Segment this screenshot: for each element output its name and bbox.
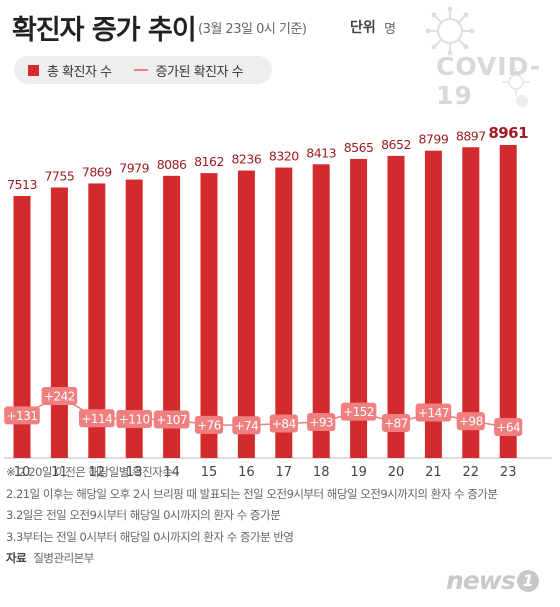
increase-label: +76 xyxy=(197,418,221,432)
x-tick-label: 20 xyxy=(388,465,405,480)
x-tick-label: 18 xyxy=(313,465,330,480)
x-tick-label: 19 xyxy=(350,465,367,480)
x-tick-label: 14 xyxy=(163,465,180,480)
increase-bubble xyxy=(269,414,298,433)
bar xyxy=(237,170,255,458)
bar-value-label: 8799 xyxy=(418,132,448,147)
legend-bar-swatch xyxy=(28,64,39,76)
footnote-line: 2.21일 이후는 해당일 오후 2시 브리핑 때 발표되는 전일 오전9시부터… xyxy=(6,486,498,501)
bar xyxy=(424,150,442,458)
bar-value-label: 8236 xyxy=(231,152,261,167)
bar-value-label: 8320 xyxy=(269,149,299,164)
x-tick-label: 10 xyxy=(14,465,31,480)
increase-bubble xyxy=(232,416,261,435)
bar-value-label: 7869 xyxy=(82,164,112,179)
bar-value-label: 7755 xyxy=(44,168,74,183)
bar xyxy=(88,183,106,459)
bar-value-label: 7513 xyxy=(7,177,37,192)
bar-value-label: 7979 xyxy=(119,161,149,176)
increase-label: +87 xyxy=(384,416,408,430)
increase-label: +242 xyxy=(44,390,75,404)
x-tick-label: 12 xyxy=(89,465,106,480)
bar-value-label: 8086 xyxy=(157,157,187,172)
logo-number: 1 xyxy=(516,570,539,592)
increase-bubble xyxy=(41,387,78,405)
bar-value-label: 8162 xyxy=(194,154,224,169)
increase-bubble xyxy=(340,402,377,421)
bar xyxy=(200,173,218,458)
bar-value-label: 8961 xyxy=(488,124,528,142)
bar xyxy=(462,147,480,458)
increase-bubble xyxy=(456,412,485,431)
increase-label: +93 xyxy=(309,415,333,429)
source-value: 질병관리본부 xyxy=(33,551,94,565)
bar-value-label: 8413 xyxy=(306,145,336,160)
bar xyxy=(163,175,181,459)
increase-bubble xyxy=(116,409,152,428)
chart-legend: 총 확진자 수 증가된 확진자 수 xyxy=(14,56,272,84)
page-subtitle: (3월 23일 0시 기준) xyxy=(198,22,307,37)
virus-icon xyxy=(425,6,475,56)
increase-label: +64 xyxy=(496,421,520,435)
bar xyxy=(387,155,405,458)
x-tick-label: 23 xyxy=(500,465,517,480)
legend-line-swatch xyxy=(133,69,148,71)
increase-label: +84 xyxy=(272,417,296,431)
x-tick-label: 15 xyxy=(201,465,218,480)
bar xyxy=(275,167,293,458)
page-title: 확진자 증가 추이 xyxy=(12,15,197,46)
legend-line-label: 증가된 확진자 수 xyxy=(155,64,244,80)
increase-bubble xyxy=(153,410,190,429)
footnotes: ※ 2.20일 이전은 해당일별 확진자수 2.21일 이후는 해당일 오후 2… xyxy=(6,462,498,570)
increase-label: +107 xyxy=(156,413,187,427)
increase-label: +74 xyxy=(234,419,258,433)
increase-label: +131 xyxy=(7,409,38,423)
x-tick-label: 16 xyxy=(238,465,255,480)
covid-watermark: COVID-19 xyxy=(436,52,542,110)
increase-bubble xyxy=(194,415,224,434)
logo-text: news xyxy=(446,566,516,595)
increase-bubble xyxy=(307,412,336,431)
source-label: 자료 xyxy=(6,551,27,565)
bar xyxy=(50,187,68,459)
increase-bubble xyxy=(381,413,411,432)
news1-logo: news 1 xyxy=(446,566,539,595)
x-tick-label: 11 xyxy=(51,465,68,480)
bar-value-label: 8652 xyxy=(381,137,411,152)
increase-bubble xyxy=(79,409,115,428)
source-line: 자료 질병관리본부 xyxy=(6,548,497,570)
bar xyxy=(13,196,31,458)
footnote-line: 3.2일은 전일 오전9시부터 해당일 0시까지의 환자 수 증가분 xyxy=(6,508,281,522)
increase-bubble xyxy=(4,406,40,425)
x-tick-label: 22 xyxy=(463,465,480,480)
bar xyxy=(350,158,368,458)
increase-label: +147 xyxy=(418,406,449,420)
increase-label: +110 xyxy=(119,412,150,426)
x-tick-label: 17 xyxy=(276,465,293,480)
bar xyxy=(125,179,143,458)
virus-icon xyxy=(516,95,528,107)
legend-bar-label: 총 확진자 수 xyxy=(47,64,112,80)
unit-value: 명 xyxy=(384,22,396,37)
increase-bubble xyxy=(415,403,452,422)
bar-value-label: 8565 xyxy=(344,140,374,155)
unit-label: 단위 xyxy=(350,20,376,36)
increase-label: +98 xyxy=(459,415,483,429)
x-tick-label: 13 xyxy=(126,465,143,480)
footnote-line: ※ 2.20일 이전은 해당일별 확진자수 xyxy=(6,465,173,479)
virus-icon xyxy=(502,68,530,96)
bar xyxy=(312,164,330,459)
bar xyxy=(499,145,517,458)
footnote-line: 3.3부터는 전일 0시부터 해당일 0시까지의 환자 수 증가분 반영 xyxy=(6,529,294,544)
increase-label: +114 xyxy=(81,412,112,426)
increase-label: +152 xyxy=(343,405,374,419)
increase-bubble xyxy=(494,418,523,436)
x-tick-label: 21 xyxy=(425,465,442,480)
bar-value-label: 8897 xyxy=(456,128,486,143)
